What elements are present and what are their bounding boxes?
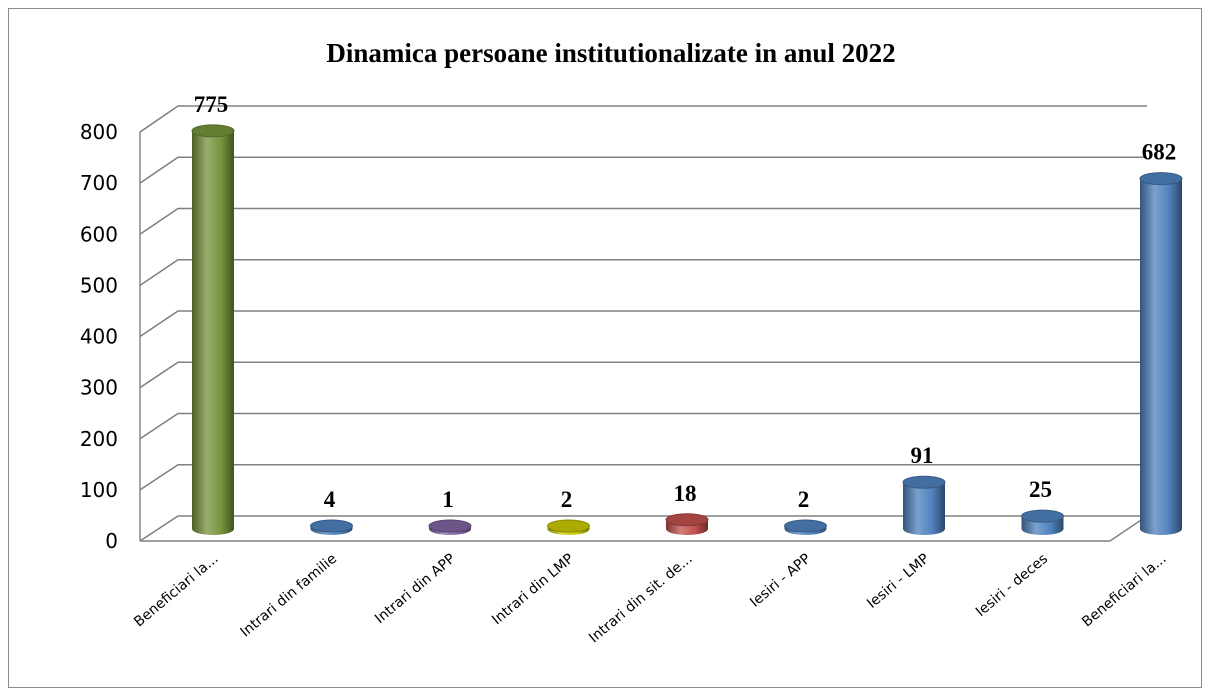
y-tick-label: 700 xyxy=(80,171,118,195)
chart-title: Dinamica persoane institutionalizate in … xyxy=(326,38,895,68)
data-labels: 775 4 1 2 18 2 91 25 682 xyxy=(194,92,1177,512)
gridline xyxy=(139,156,1147,184)
gridline xyxy=(139,207,1147,235)
y-tick-label: 0 xyxy=(105,529,118,553)
bar xyxy=(310,519,353,535)
y-tick-label: 400 xyxy=(80,325,118,349)
bar xyxy=(191,124,235,535)
data-label: 2 xyxy=(798,487,810,512)
x-tick-label: Intrari din familie xyxy=(238,551,341,641)
gridline xyxy=(139,463,1147,491)
data-label: 18 xyxy=(674,481,697,506)
y-tick-label: 300 xyxy=(80,376,118,400)
bar xyxy=(784,519,827,535)
bar xyxy=(547,519,590,535)
data-label: 25 xyxy=(1029,477,1052,502)
y-tick-label: 600 xyxy=(80,222,118,246)
bars xyxy=(191,124,1183,535)
y-axis-tick-labels: 0 100 200 300 400 500 600 700 800 xyxy=(80,120,118,553)
y-tick-label: 500 xyxy=(80,273,118,297)
gridlines xyxy=(139,105,1147,542)
x-tick-label: Intrari din APP xyxy=(372,551,458,627)
data-label: 1 xyxy=(442,487,454,512)
gridline xyxy=(139,258,1147,287)
x-tick-label: Beneficiari la... xyxy=(1079,551,1169,630)
gridline xyxy=(139,515,1147,542)
bar xyxy=(428,519,472,535)
bar xyxy=(902,475,946,535)
y-tick-label: 100 xyxy=(80,478,118,502)
y-tick-label: 200 xyxy=(80,427,118,451)
x-axis-tick-labels: Beneficiari la... Intrari din familie Intr… xyxy=(131,551,1169,646)
gridline xyxy=(139,412,1147,440)
bar xyxy=(1139,172,1183,535)
x-tick-label: Iesiri - LMP xyxy=(864,551,932,612)
data-label: 775 xyxy=(194,92,229,117)
data-label: 682 xyxy=(1142,140,1177,165)
data-label: 4 xyxy=(324,487,336,512)
gridline xyxy=(139,105,1147,133)
data-label: 91 xyxy=(911,443,934,468)
x-tick-label: Intrari din sit. de... xyxy=(586,551,695,646)
data-label: 2 xyxy=(561,487,573,512)
gridline xyxy=(139,310,1147,338)
x-tick-label: Iesiri - deces xyxy=(973,551,1051,620)
bar xyxy=(665,513,709,535)
gridline xyxy=(139,361,1147,389)
x-tick-label: Beneficiari la... xyxy=(131,551,221,630)
x-tick-label: Intrari din LMP xyxy=(489,551,577,628)
x-tick-label: Iesiri - APP xyxy=(747,551,814,611)
y-tick-label: 800 xyxy=(80,120,118,144)
bar xyxy=(1021,509,1064,535)
chart-walls xyxy=(139,132,1148,542)
